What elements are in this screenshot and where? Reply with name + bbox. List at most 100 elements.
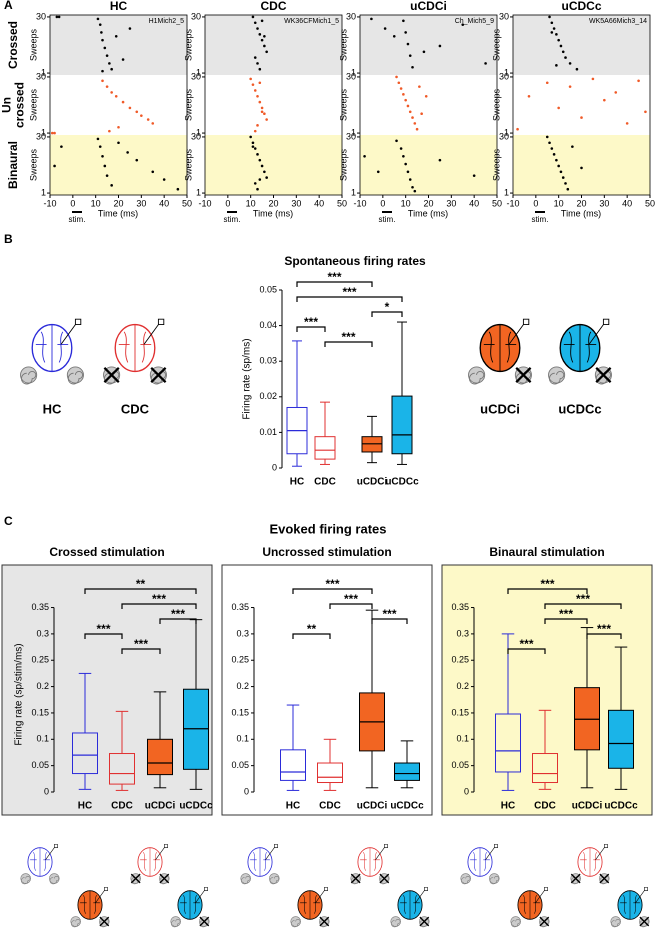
icon: [610, 887, 650, 928]
icon: [510, 887, 550, 928]
spike: [151, 170, 155, 174]
y-axis-label: Sweeps: [338, 148, 348, 181]
spike: [98, 145, 102, 148]
spike: [98, 23, 102, 26]
significance-label: ***: [342, 285, 356, 299]
category-label: uCDCi: [145, 801, 176, 812]
deaf-mark: [350, 873, 361, 884]
cochlea-spiral: [241, 876, 251, 885]
y-tick-label: 0.04: [259, 320, 277, 330]
spike: [265, 118, 268, 121]
spike: [408, 54, 412, 57]
spike: [126, 151, 129, 154]
spike: [555, 33, 558, 36]
spike: [516, 127, 519, 131]
stim-label: stim.: [69, 215, 86, 224]
spike: [256, 27, 259, 30]
spike: [251, 15, 255, 19]
y-tick-label: 30: [191, 71, 201, 81]
y-tick-label: 0: [272, 462, 277, 472]
category-label: HC: [290, 477, 304, 488]
cochlea-spiral: [21, 876, 31, 885]
icon: [570, 844, 610, 885]
spike: [548, 141, 551, 145]
significance-bracket: [84, 588, 197, 594]
significance-bracket: [296, 326, 326, 332]
spike: [103, 164, 107, 168]
cochlea-spiral: [171, 919, 181, 928]
cochlea-spiral: [611, 919, 621, 928]
significance-bracket: [507, 588, 588, 594]
spike: [258, 33, 262, 36]
x-axis-label: Time (ms): [408, 208, 448, 218]
y-tick-label: 0.35: [31, 602, 49, 612]
brain-folds: [35, 324, 69, 372]
significance-label: **: [307, 622, 317, 636]
brain-folds: [140, 847, 160, 877]
significance-label: ***: [134, 637, 148, 651]
spike: [114, 34, 118, 38]
electrode: [375, 844, 388, 860]
spike: [413, 189, 417, 193]
section-background: [513, 135, 650, 195]
brain-folds: [118, 324, 152, 372]
significance-bracket: [121, 648, 161, 654]
spike: [402, 93, 405, 96]
section-background: [50, 15, 187, 75]
spike: [121, 100, 125, 104]
brain-folds: [520, 890, 540, 920]
spike: [399, 87, 403, 90]
spike: [383, 27, 387, 30]
significance-bracket: [159, 618, 197, 624]
icon: [548, 318, 612, 385]
spike: [397, 81, 401, 85]
deaf-mark: [99, 916, 110, 927]
spike: [253, 89, 257, 92]
y-tick-label: 30: [36, 71, 46, 81]
spike: [96, 17, 100, 21]
deaf-mark: [319, 916, 330, 927]
y-tick-label: 1: [504, 67, 509, 77]
y-axis-label: Sweeps: [28, 148, 38, 181]
y-axis-label: Sweeps: [338, 88, 348, 121]
box: [532, 753, 558, 784]
spike: [555, 64, 558, 67]
category-label: CDC: [314, 477, 336, 488]
brain-folds: [580, 847, 600, 877]
spike: [395, 139, 398, 143]
spike: [413, 122, 417, 125]
y-tick-label: 0.2: [236, 681, 249, 691]
box: [147, 738, 173, 776]
icon: [240, 844, 280, 885]
category-label: uCDCi: [357, 477, 388, 488]
significance-label: ***: [327, 270, 341, 284]
spike: [256, 94, 259, 98]
y-tick-label: 0.15: [31, 707, 49, 717]
icon: [350, 844, 390, 885]
spike: [438, 44, 442, 48]
y-axis-label: Sweeps: [338, 28, 348, 61]
icon: [20, 318, 84, 385]
significance-bracket: [84, 633, 123, 639]
electrode: [195, 887, 208, 903]
spike: [408, 110, 412, 114]
icon: [103, 318, 167, 385]
brain-folds: [80, 890, 100, 920]
spike: [53, 164, 56, 168]
spike: [251, 83, 255, 86]
x-tick-label: 20: [268, 198, 278, 208]
significance-bracket: [329, 603, 373, 609]
significance-bracket: [544, 603, 622, 609]
section-background: [513, 15, 650, 75]
spike: [256, 153, 259, 156]
row-label: Crossed: [6, 21, 20, 69]
x-axis-label: Time (ms): [98, 208, 138, 218]
x-tick-label: -10: [43, 198, 56, 208]
spike: [550, 21, 554, 25]
category-label: uCDCi: [572, 801, 603, 812]
section-background: [50, 135, 187, 195]
spike: [420, 112, 423, 116]
icon: [460, 844, 500, 885]
spike: [411, 65, 414, 69]
